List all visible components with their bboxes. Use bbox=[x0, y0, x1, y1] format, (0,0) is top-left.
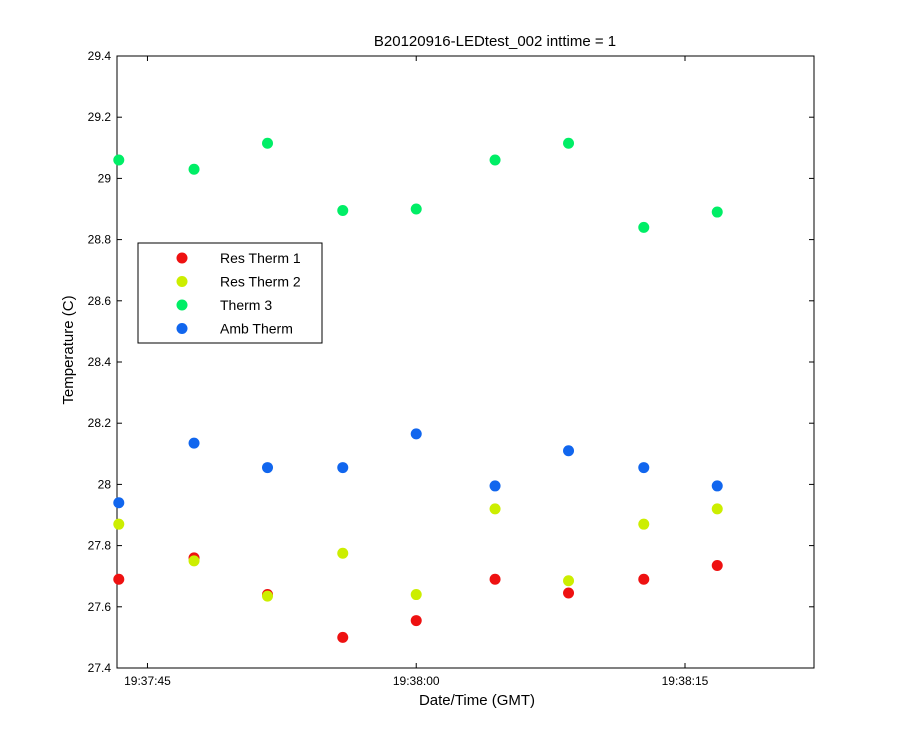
data-point bbox=[410, 615, 422, 627]
legend-item: Amb Therm bbox=[176, 321, 293, 337]
legend-item: Res Therm 1 bbox=[176, 250, 301, 266]
y-tick-label: 27.8 bbox=[88, 539, 112, 553]
data-point bbox=[489, 503, 501, 515]
data-point bbox=[489, 154, 501, 166]
y-tick-label: 29.2 bbox=[88, 110, 112, 124]
y-axis-label: Temperature (C) bbox=[60, 295, 77, 404]
data-point bbox=[113, 154, 125, 166]
data-point bbox=[337, 547, 349, 559]
data-point bbox=[711, 480, 723, 492]
data-point bbox=[262, 137, 274, 149]
legend-label: Amb Therm bbox=[220, 321, 293, 337]
legend-marker bbox=[176, 299, 188, 311]
y-tick-label: 28.4 bbox=[88, 355, 112, 369]
y-tick-label: 27.6 bbox=[88, 600, 112, 614]
x-axis-label: Date/Time (GMT) bbox=[419, 692, 535, 709]
y-tick-label: 28.8 bbox=[88, 233, 112, 247]
y-tick-label: 27.4 bbox=[88, 661, 112, 675]
legend-marker bbox=[176, 252, 188, 264]
data-point bbox=[638, 462, 650, 474]
data-point bbox=[489, 573, 501, 585]
data-point bbox=[113, 573, 125, 585]
data-point bbox=[563, 445, 575, 457]
data-point bbox=[262, 462, 274, 474]
legend-item: Res Therm 2 bbox=[176, 274, 301, 290]
data-point bbox=[638, 518, 650, 530]
series-amb-therm bbox=[113, 428, 723, 509]
series-res-therm-2 bbox=[113, 503, 723, 602]
data-point bbox=[563, 575, 575, 587]
legend-marker bbox=[176, 323, 188, 334]
legend-box bbox=[137, 242, 323, 344]
y-tick-label: 28 bbox=[98, 477, 112, 491]
x-tick-label: 19:38:00 bbox=[393, 674, 440, 688]
data-point bbox=[410, 589, 422, 601]
data-point bbox=[410, 428, 422, 440]
data-point bbox=[113, 497, 125, 509]
legend-marker bbox=[176, 276, 188, 287]
y-tick-label: 28.2 bbox=[88, 416, 112, 430]
data-point bbox=[337, 631, 349, 643]
data-point bbox=[489, 480, 501, 492]
y-tick-label: 29 bbox=[98, 171, 112, 185]
legend: Res Therm 1 Res Therm 2 Therm 3 Amb Therm bbox=[137, 242, 323, 344]
data-point bbox=[337, 205, 349, 217]
y-axis: 27.4 27.6 27.8 28 28.2 28.4 28.6 28.8 29 29.2 29.4 bbox=[88, 49, 814, 675]
y-tick-label: 29.4 bbox=[88, 49, 112, 63]
data-point bbox=[337, 462, 349, 474]
x-tick-label: 19:38:15 bbox=[662, 674, 709, 688]
series-therm-3 bbox=[113, 137, 723, 233]
data-point bbox=[563, 137, 575, 149]
legend-label: Res Therm 2 bbox=[220, 274, 301, 290]
data-point bbox=[113, 518, 125, 530]
data-point bbox=[638, 573, 650, 585]
data-points bbox=[113, 137, 723, 643]
legend-item: Therm 3 bbox=[176, 297, 272, 313]
data-point bbox=[711, 206, 723, 218]
data-point bbox=[638, 221, 650, 233]
x-tick-label: 19:37:45 bbox=[124, 674, 171, 688]
data-point bbox=[188, 437, 200, 449]
data-point bbox=[188, 163, 200, 175]
data-point bbox=[563, 587, 575, 599]
data-point bbox=[262, 590, 274, 602]
data-point bbox=[711, 559, 723, 571]
data-point bbox=[188, 555, 200, 567]
chart-title: B20120916-LEDtest_002 inttime = 1 bbox=[374, 33, 616, 50]
legend-label: Therm 3 bbox=[220, 297, 272, 313]
data-point bbox=[711, 503, 723, 515]
data-point bbox=[410, 203, 422, 215]
y-tick-label: 28.6 bbox=[88, 294, 112, 308]
x-axis: 19:37:45 19:38:00 19:38:15 bbox=[124, 56, 709, 688]
legend-label: Res Therm 1 bbox=[220, 250, 301, 266]
